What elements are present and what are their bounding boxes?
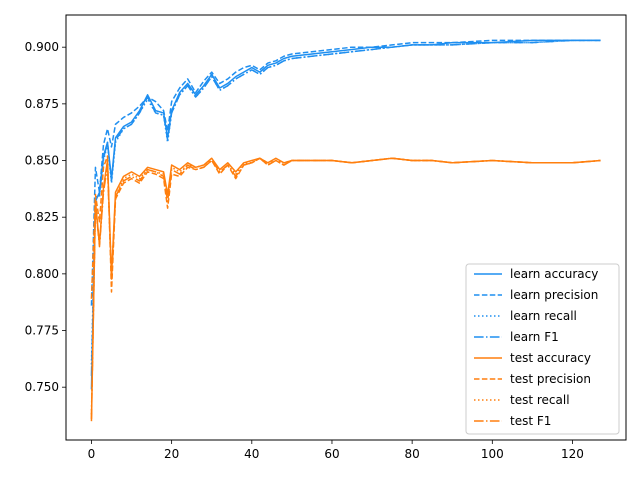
series-line-test-f1 bbox=[90, 157, 601, 419]
x-tick-label: 0 bbox=[88, 447, 96, 461]
x-tick-label: 80 bbox=[405, 447, 420, 461]
plot-area: 0 20 40 60 80 100 120 0.750 0.775 0.800 0.825 0.85… bbox=[25, 14, 627, 461]
legend-label-learn-precision: learn precision bbox=[510, 288, 598, 302]
legend-label-test-recall: test recall bbox=[510, 393, 570, 407]
legend: learn accuracy learn precision learn recal… bbox=[465, 263, 620, 435]
x-tick-label: 60 bbox=[324, 447, 339, 461]
axes-frame bbox=[65, 14, 627, 441]
legend-box bbox=[465, 263, 620, 435]
x-tick-label: 40 bbox=[244, 447, 259, 461]
y-tick-label: 0.775 bbox=[25, 324, 59, 338]
legend-label-learn-accuracy: learn accuracy bbox=[510, 267, 598, 281]
legend-label-test-f1: test F1 bbox=[510, 414, 551, 428]
y-tick-label: 0.825 bbox=[25, 210, 59, 224]
legend-label-learn-f1: learn F1 bbox=[510, 330, 559, 344]
y-tick-label: 0.850 bbox=[25, 154, 59, 168]
y-tick-label: 0.900 bbox=[25, 40, 59, 54]
x-tick-label: 120 bbox=[561, 447, 584, 461]
x-axis: 0 20 40 60 80 100 120 bbox=[88, 440, 584, 461]
series-line-learn-f1 bbox=[90, 39, 601, 376]
legend-label-test-accuracy: test accuracy bbox=[510, 351, 591, 365]
y-tick-label: 0.800 bbox=[25, 267, 59, 281]
legend-items: learn accuracy learn precision learn recal… bbox=[474, 267, 598, 428]
legend-label-learn-recall: learn recall bbox=[510, 309, 577, 323]
y-axis: 0.750 0.775 0.800 0.825 0.850 0.875 0.900 bbox=[25, 40, 66, 394]
series-layer bbox=[90, 39, 601, 422]
series-line-learn-precision bbox=[90, 39, 601, 306]
y-tick-label: 0.750 bbox=[25, 380, 59, 394]
y-tick-label: 0.875 bbox=[25, 97, 59, 111]
legend-label-test-precision: test precision bbox=[510, 372, 591, 386]
x-tick-label: 100 bbox=[481, 447, 504, 461]
x-tick-label: 20 bbox=[164, 447, 179, 461]
